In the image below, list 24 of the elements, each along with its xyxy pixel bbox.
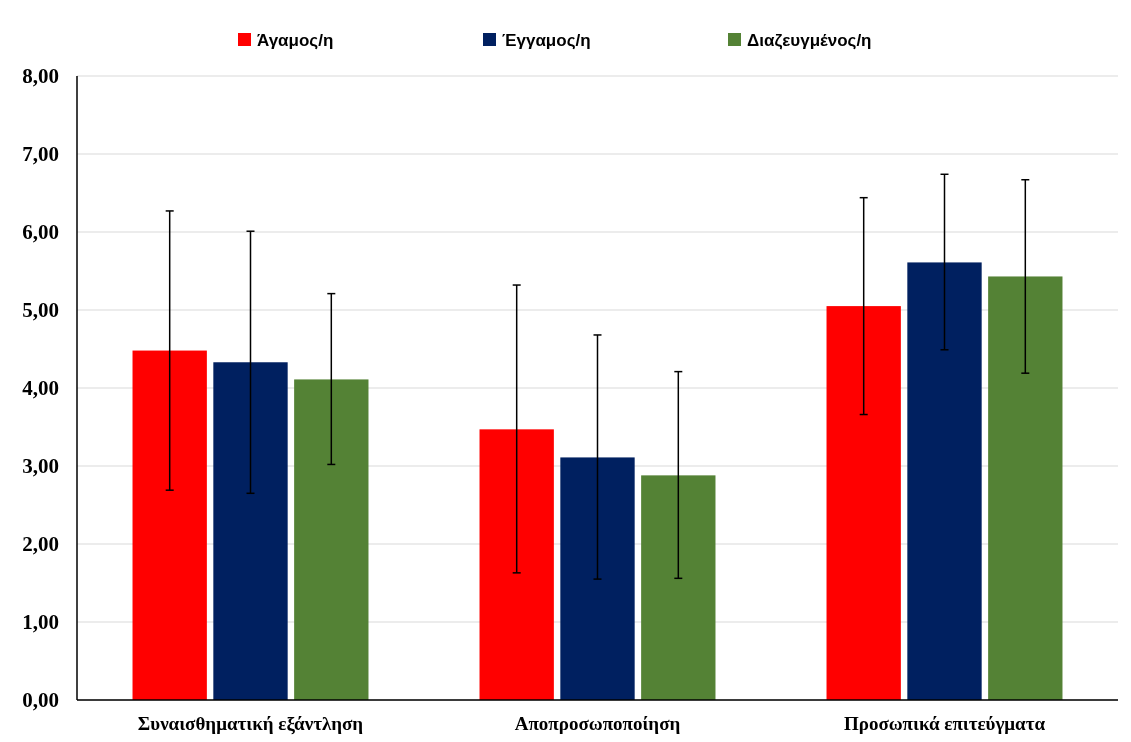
y-tick-label: 2,00 [22, 532, 59, 557]
bar [213, 362, 288, 700]
y-tick-label: 0,00 [22, 688, 59, 713]
bar [560, 457, 635, 700]
y-tick-label: 6,00 [22, 220, 59, 245]
bar [826, 306, 901, 700]
bar [907, 262, 982, 700]
y-tick-label: 3,00 [22, 454, 59, 479]
legend-label: Άγαμος/η [257, 30, 334, 50]
bar [132, 350, 207, 700]
bar [479, 429, 554, 700]
y-tick-label: 1,00 [22, 610, 59, 635]
x-tick-label: Συναισθηματική εξάντληση [137, 713, 364, 735]
y-tick-label: 4,00 [22, 376, 59, 401]
y-tick-label: 5,00 [22, 298, 59, 323]
y-tick-label: 8,00 [22, 64, 59, 89]
legend-label: Έγγαμος/η [502, 30, 591, 50]
x-tick-label: Αποπροσωποποίηση [514, 713, 681, 734]
y-tick-label: 7,00 [22, 142, 59, 167]
bar [641, 475, 716, 700]
bar [294, 379, 369, 700]
legend-label: Διαζευγμένος/η [747, 30, 872, 50]
x-tick-label: Προσωπικά επιτεύγματα [843, 713, 1046, 734]
bar [988, 276, 1063, 700]
